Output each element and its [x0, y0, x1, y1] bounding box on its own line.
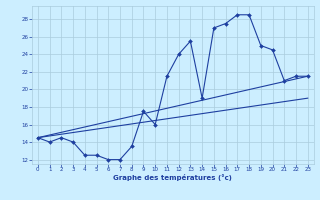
X-axis label: Graphe des températures (°c): Graphe des températures (°c): [113, 174, 232, 181]
